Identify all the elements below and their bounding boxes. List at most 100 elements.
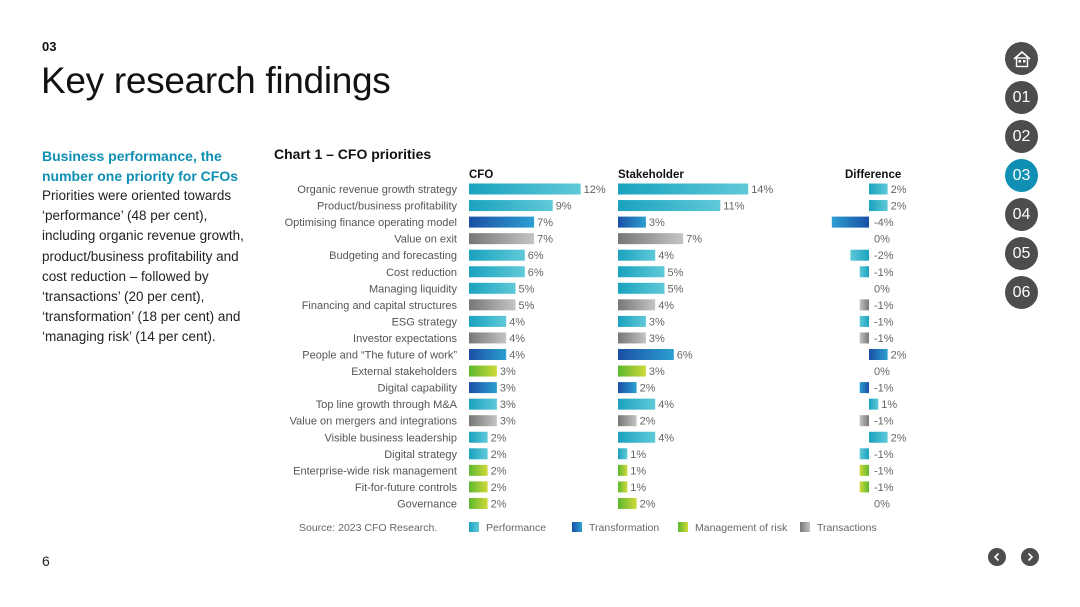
data-label: 1% (881, 399, 897, 411)
bar (869, 349, 888, 360)
bar (618, 415, 637, 427)
bar (469, 332, 507, 344)
bar (469, 299, 516, 311)
data-label: 4% (658, 399, 674, 411)
bar (618, 249, 656, 261)
chevron-left-icon (993, 552, 1000, 562)
data-label: 3% (500, 366, 516, 378)
data-label: 5% (519, 283, 535, 295)
category-label: Financing and capital structures (302, 300, 458, 312)
category-label: Optimising finance operating model (285, 217, 457, 229)
data-label: 4% (509, 333, 525, 345)
legend-swatch (469, 522, 479, 532)
data-label: 0% (874, 498, 890, 510)
data-label: 2% (640, 383, 656, 395)
category-label: Organic revenue growth strategy (297, 184, 457, 196)
bar (859, 266, 869, 278)
category-label: Value on mergers and integrations (290, 416, 458, 428)
nav-item-05[interactable]: 05 (1005, 237, 1038, 270)
bar (618, 183, 749, 195)
data-label: 5% (668, 267, 684, 279)
data-label: 0% (874, 283, 890, 295)
bar (469, 266, 525, 278)
bar (469, 315, 507, 327)
data-label: 2% (491, 498, 507, 510)
data-label: -2% (874, 250, 894, 262)
column-header: Stakeholder (618, 169, 684, 181)
data-label: 2% (891, 201, 907, 213)
bar (469, 448, 488, 460)
data-label: 4% (658, 432, 674, 444)
house-icon (1012, 50, 1031, 67)
category-label: Investor expectations (353, 333, 457, 345)
category-label: Enterprise-wide risk management (293, 465, 457, 477)
prev-page-button[interactable] (988, 548, 1006, 566)
data-label: 7% (537, 217, 553, 229)
category-label: Budgeting and forecasting (329, 250, 457, 262)
category-label: Value on exit (394, 234, 457, 246)
bar (618, 233, 684, 245)
bar (618, 315, 646, 327)
bar (618, 464, 628, 476)
data-label: 3% (649, 316, 665, 328)
bar (618, 481, 628, 493)
nav-item-02[interactable]: 02 (1005, 120, 1038, 153)
data-label: -1% (874, 300, 894, 312)
bar (618, 431, 656, 443)
bar (859, 332, 869, 344)
bar (869, 183, 888, 195)
legend-label: Transformation (589, 522, 659, 534)
data-label: -4% (874, 217, 894, 229)
data-label: 1% (630, 482, 646, 494)
data-label: 6% (528, 267, 544, 279)
data-label: 3% (649, 366, 665, 378)
legend-swatch (572, 522, 582, 532)
bar (859, 415, 869, 427)
data-label: 6% (528, 250, 544, 262)
nav-item-01[interactable]: 01 (1005, 81, 1038, 114)
nav-item-03[interactable]: 03 (1005, 159, 1038, 192)
bar (618, 216, 646, 228)
category-label: Cost reduction (386, 267, 457, 279)
bar (618, 200, 721, 212)
next-page-button[interactable] (1021, 548, 1039, 566)
data-label: 3% (500, 399, 516, 411)
page-title: Key research findings (41, 60, 391, 101)
category-label: Top line growth through M&A (316, 399, 458, 411)
bar (618, 398, 656, 410)
category-label: ESG strategy (392, 316, 458, 328)
data-label: 0% (874, 234, 890, 246)
data-label: -1% (874, 416, 894, 428)
bar (469, 183, 581, 195)
nav-item-04[interactable]: 04 (1005, 198, 1038, 231)
data-label: 3% (500, 416, 516, 428)
bar (469, 481, 488, 493)
data-label: 2% (491, 465, 507, 477)
data-label: 2% (891, 184, 907, 196)
nav-item-06[interactable]: 06 (1005, 276, 1038, 309)
category-label: Digital strategy (384, 449, 457, 461)
lead-heading: Business performance, the number one pri… (42, 148, 239, 184)
bar (859, 464, 869, 476)
chart-title: Chart 1 – CFO priorities (274, 146, 432, 162)
data-label: -1% (874, 267, 894, 279)
bar (618, 299, 656, 311)
data-label: 1% (630, 449, 646, 461)
column-header: CFO (469, 169, 493, 181)
chevron-right-icon (1027, 552, 1034, 562)
data-label: 2% (491, 432, 507, 444)
data-label: 3% (649, 217, 665, 229)
data-label: 2% (491, 482, 507, 494)
bar (469, 282, 516, 294)
bar (469, 249, 525, 261)
data-label: -1% (874, 383, 894, 395)
bar (469, 398, 497, 410)
legend-label: Transactions (817, 522, 877, 534)
source-note: Source: 2023 CFO Research. (299, 522, 437, 534)
data-label: -1% (874, 465, 894, 477)
lead-body: Priorities were oriented towards ‘perfor… (42, 188, 244, 345)
home-button[interactable] (1005, 42, 1038, 75)
data-label: 2% (891, 432, 907, 444)
bar (859, 315, 869, 327)
data-label: 2% (891, 350, 907, 362)
